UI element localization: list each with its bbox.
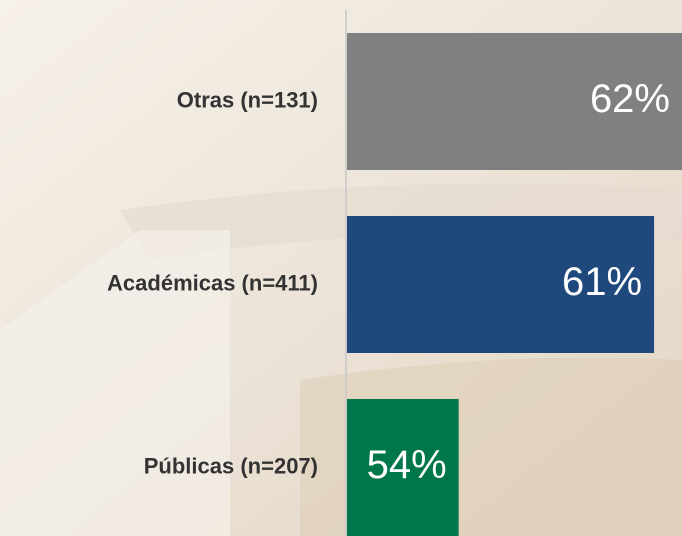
value-label: 62% xyxy=(590,77,670,121)
bar xyxy=(347,216,655,353)
category-label: Otras (n=131) xyxy=(177,87,318,112)
value-label: 54% xyxy=(367,443,447,487)
value-label: 61% xyxy=(562,260,642,304)
category-label: Públicas (n=207) xyxy=(144,453,318,478)
background-shape xyxy=(0,230,230,536)
category-label: Académicas (n=411) xyxy=(107,270,318,295)
bar xyxy=(347,33,682,170)
bar xyxy=(347,399,459,536)
